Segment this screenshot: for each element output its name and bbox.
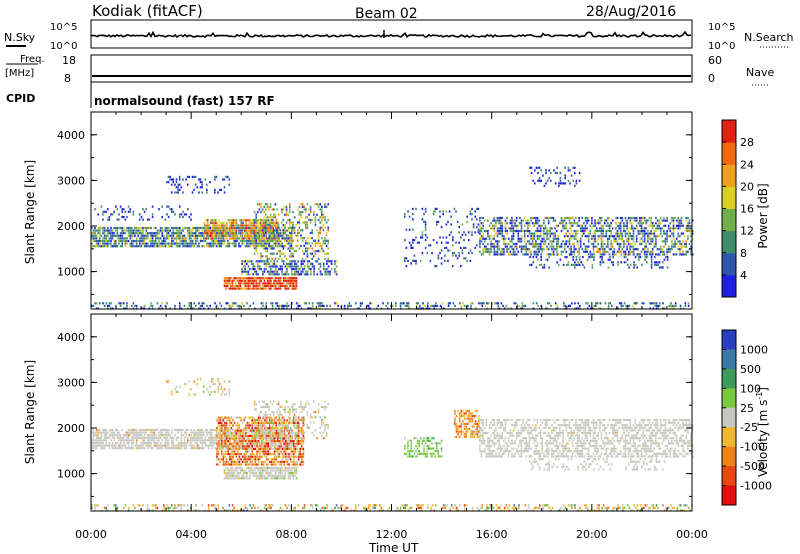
y-tick-label: 1000 xyxy=(57,468,85,481)
colorbar-tick-label: 25 xyxy=(740,402,754,415)
station-title: Kodiak (fitACF) xyxy=(92,2,203,20)
freq-unit-label: [MHz] xyxy=(5,68,34,79)
colorbar-tick-label: 8 xyxy=(740,247,747,260)
colorbar-swatch xyxy=(722,466,736,487)
colorbar-tick-label: 24 xyxy=(740,158,754,171)
freq-tick-low: 8 xyxy=(64,72,71,85)
colorbar-swatch xyxy=(722,388,736,409)
noise-tick-high-right: 10^5 xyxy=(708,22,735,33)
colorbar-swatch xyxy=(722,427,736,448)
colorbar-tick-label: 4 xyxy=(740,269,747,282)
colorbar-swatch xyxy=(722,274,736,298)
x-tick-label: 00:00 xyxy=(75,528,107,541)
colorbar-swatch xyxy=(722,230,736,254)
velocity-panel: 1000 2000 3000 4000 Slant Range [km] xyxy=(23,313,694,512)
x-tick-labels: 00:00 04:00 08:00 12:00 16:00 20:00 00:00 xyxy=(75,528,708,541)
y-tick-label: 2000 xyxy=(57,220,85,233)
velocity-colorbar: 1000 500 100 25 -25 -100 -500 -1000 Velocity [m… xyxy=(721,329,772,506)
colorbar-tick-label: 16 xyxy=(740,203,754,216)
colorbar-tick-label: -500 xyxy=(740,460,765,473)
colorbar-swatch xyxy=(722,142,736,165)
power-data xyxy=(91,166,694,310)
cpid-value: normalsound (fast) 157 RF xyxy=(94,94,275,108)
x-tick-label: 20:00 xyxy=(576,528,608,541)
nave-tick-low: 0 xyxy=(708,72,715,85)
velocity-colorbar-label: Velocity [m s-1] xyxy=(755,387,770,477)
colorbar-swatch xyxy=(722,120,736,143)
y-tick-label: 4000 xyxy=(57,331,85,344)
x-tick-label: 08:00 xyxy=(275,528,307,541)
freq-label: Freq. xyxy=(20,54,45,65)
nave-label: Nave xyxy=(746,66,774,79)
x-tick-label: 00:00 xyxy=(676,528,708,541)
colorbar-tick-label: 12 xyxy=(740,225,754,238)
colorbar-swatch xyxy=(722,349,736,370)
freq-panel: Freq. [MHz] 18 8 60 0 Nave xyxy=(5,54,774,86)
nsky-label: N.Sky xyxy=(4,31,36,44)
colorbar-tick-label: -1000 xyxy=(740,480,772,493)
xlabel: Time UT xyxy=(368,541,419,554)
power-ylabel: Slant Range [km] xyxy=(23,160,37,264)
beam-title: Beam 02 xyxy=(355,6,418,22)
colorbar-tick-label: 1000 xyxy=(740,343,768,356)
colorbar-tick-label: -100 xyxy=(740,441,765,454)
x-tick-label: 04:00 xyxy=(175,528,207,541)
colorbar-tick-label: -25 xyxy=(740,421,758,434)
x-tick-label: 12:00 xyxy=(376,528,408,541)
y-tick-label: 4000 xyxy=(57,129,85,142)
noise-trace xyxy=(90,30,692,39)
noise-panel: N.Sky 10^5 10^0 10^5 10^0 N.Search xyxy=(4,19,794,52)
cpid-label: CPID xyxy=(6,92,35,105)
x-tick-label: 16:00 xyxy=(476,528,508,541)
velocity-data xyxy=(91,377,694,512)
colorbar-swatch xyxy=(722,368,736,389)
noise-tick-low-left: 10^0 xyxy=(50,41,77,52)
nave-tick-high: 60 xyxy=(708,54,722,67)
colorbar-swatch xyxy=(722,446,736,467)
colorbar-swatch xyxy=(722,485,736,506)
y-tick-label: 1000 xyxy=(57,266,85,279)
freq-tick-high: 18 xyxy=(62,54,76,67)
colorbar-tick-label: 20 xyxy=(740,180,754,193)
noise-tick-low-right: 10^0 xyxy=(708,41,735,52)
colorbar-tick-label: 500 xyxy=(740,363,761,376)
colorbar-swatch xyxy=(722,252,736,276)
colorbar-swatch xyxy=(722,208,736,232)
cpid-panel: CPID normalsound (fast) 157 RF xyxy=(6,82,275,108)
y-tick-label: 3000 xyxy=(57,376,85,389)
colorbar-tick-label: 100 xyxy=(740,382,761,395)
velocity-ylabel: Slant Range [km] xyxy=(23,360,37,464)
colorbar-tick-label: 28 xyxy=(740,136,754,149)
colorbar-swatch xyxy=(722,330,736,350)
power-colorbar-label: Power [dB] xyxy=(756,183,770,248)
date-title: 28/Aug/2016 xyxy=(586,4,676,20)
y-tick-label: 3000 xyxy=(57,174,85,187)
noise-tick-high-left: 10^5 xyxy=(50,22,77,33)
colorbar-swatch xyxy=(722,186,736,209)
power-panel: 1000 2000 3000 4000 Slant Range [km] xyxy=(23,111,694,310)
y-tick-label: 2000 xyxy=(57,422,85,435)
power-colorbar: 4 8 12 16 20 24 28 Power [dB] xyxy=(721,119,770,298)
colorbar-swatch xyxy=(722,407,736,428)
nsearch-label: N.Search xyxy=(744,31,794,44)
colorbar-swatch xyxy=(722,164,736,187)
